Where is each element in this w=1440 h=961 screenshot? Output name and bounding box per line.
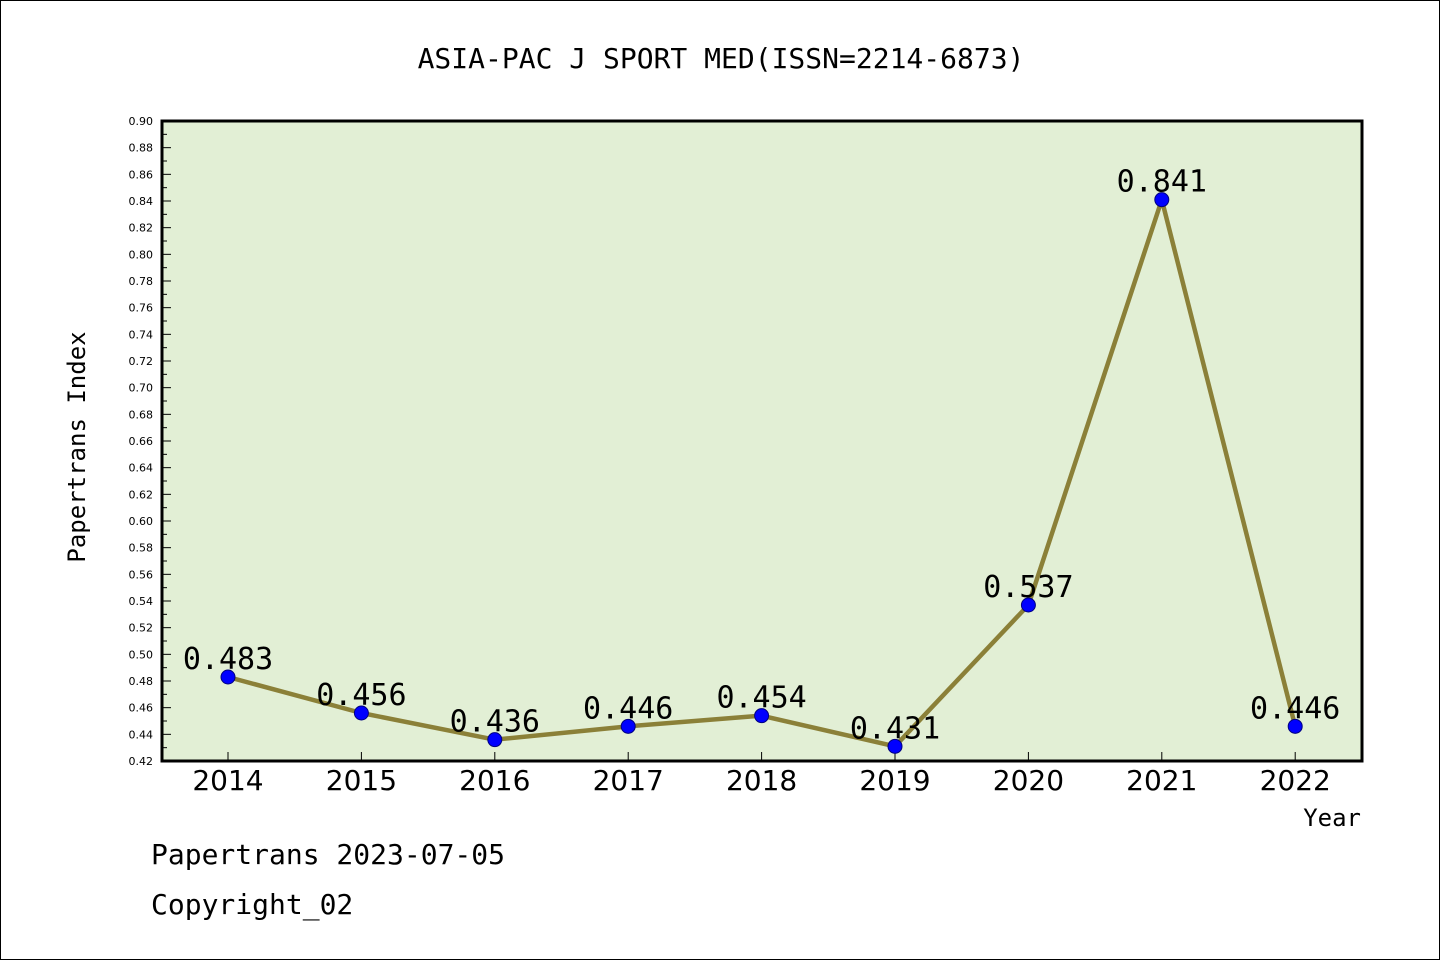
data-point [1020, 597, 1036, 613]
y-tick-label: 0.78 [129, 275, 154, 288]
data-label: 0.431 [850, 711, 940, 746]
y-tick-label: 0.76 [129, 302, 154, 315]
data-point [487, 732, 503, 748]
y-tick-label: 0.44 [129, 728, 154, 741]
plot-area [162, 121, 1362, 761]
data-label: 0.456 [316, 678, 406, 713]
footer-date: Papertrans 2023-07-05 [151, 838, 505, 871]
x-tick-label: 2014 [192, 764, 263, 797]
y-tick-label: 0.72 [129, 355, 154, 368]
x-tick-label: 2019 [859, 764, 930, 797]
y-tick-label: 0.48 [129, 675, 154, 688]
data-label: 0.537 [983, 570, 1073, 605]
y-tick-label: 0.66 [129, 435, 154, 448]
y-tick-label: 0.64 [129, 462, 154, 475]
y-axis-label: Papertrans Index [63, 331, 91, 562]
y-tick-label: 0.60 [129, 515, 154, 528]
data-point [353, 705, 369, 721]
y-tick-label: 0.74 [129, 328, 154, 341]
y-tick-label: 0.84 [129, 195, 154, 208]
data-point [1287, 718, 1303, 734]
x-tick-label: 2017 [593, 764, 664, 797]
y-tick-label: 0.86 [129, 168, 154, 181]
x-tick-label: 2015 [326, 764, 397, 797]
x-tick-label: 2021 [1126, 764, 1197, 797]
x-tick-label: 2022 [1260, 764, 1331, 797]
data-label: 0.446 [1250, 691, 1340, 726]
x-tick-label: 2020 [993, 764, 1064, 797]
y-tick-label: 0.82 [129, 222, 154, 235]
y-tick-label: 0.90 [129, 115, 154, 128]
y-tick-label: 0.80 [129, 248, 154, 261]
data-point [620, 718, 636, 734]
x-axis-label: Year [1303, 804, 1361, 832]
footer-copyright: Copyright_02 [151, 888, 353, 922]
y-tick-label: 0.68 [129, 408, 154, 421]
y-tick-label: 0.42 [129, 755, 154, 768]
data-label: 0.483 [183, 642, 273, 677]
data-point [887, 738, 903, 754]
data-label: 0.446 [583, 691, 673, 726]
x-tick-label: 2018 [726, 764, 797, 797]
y-tick-label: 0.88 [129, 142, 154, 155]
chart-title: ASIA-PAC J SPORT MED(ISSN=2214-6873) [418, 42, 1025, 75]
data-point [754, 708, 770, 724]
x-axis-ticks: 2014 2015 2016 2017 2018 2019 2020 2021 2022 [192, 752, 1331, 797]
y-tick-label: 0.54 [129, 595, 154, 608]
x-tick-label: 2016 [459, 764, 530, 797]
y-tick-label: 0.62 [129, 488, 154, 501]
data-point [1154, 192, 1170, 208]
y-tick-label: 0.70 [129, 382, 154, 395]
y-tick-label: 0.56 [129, 568, 154, 581]
plot-frame [160, 119, 1364, 763]
data-label: 0.841 [1117, 165, 1207, 200]
series-layer: 0.483 0.456 0.436 0.446 0.454 0.431 0.537 0.841… [183, 165, 1340, 754]
y-tick-label: 0.46 [129, 702, 154, 715]
data-label: 0.436 [450, 705, 540, 740]
data-label: 0.454 [716, 681, 806, 716]
y-tick-label: 0.52 [129, 622, 154, 635]
y-axis-ticks: 0.42 0.44 0.46 0.48 0.50 0.52 0.54 0.56 0.58 0.60… [129, 115, 171, 768]
data-point [220, 669, 236, 685]
y-tick-label: 0.58 [129, 542, 154, 555]
y-tick-label: 0.50 [129, 648, 154, 661]
